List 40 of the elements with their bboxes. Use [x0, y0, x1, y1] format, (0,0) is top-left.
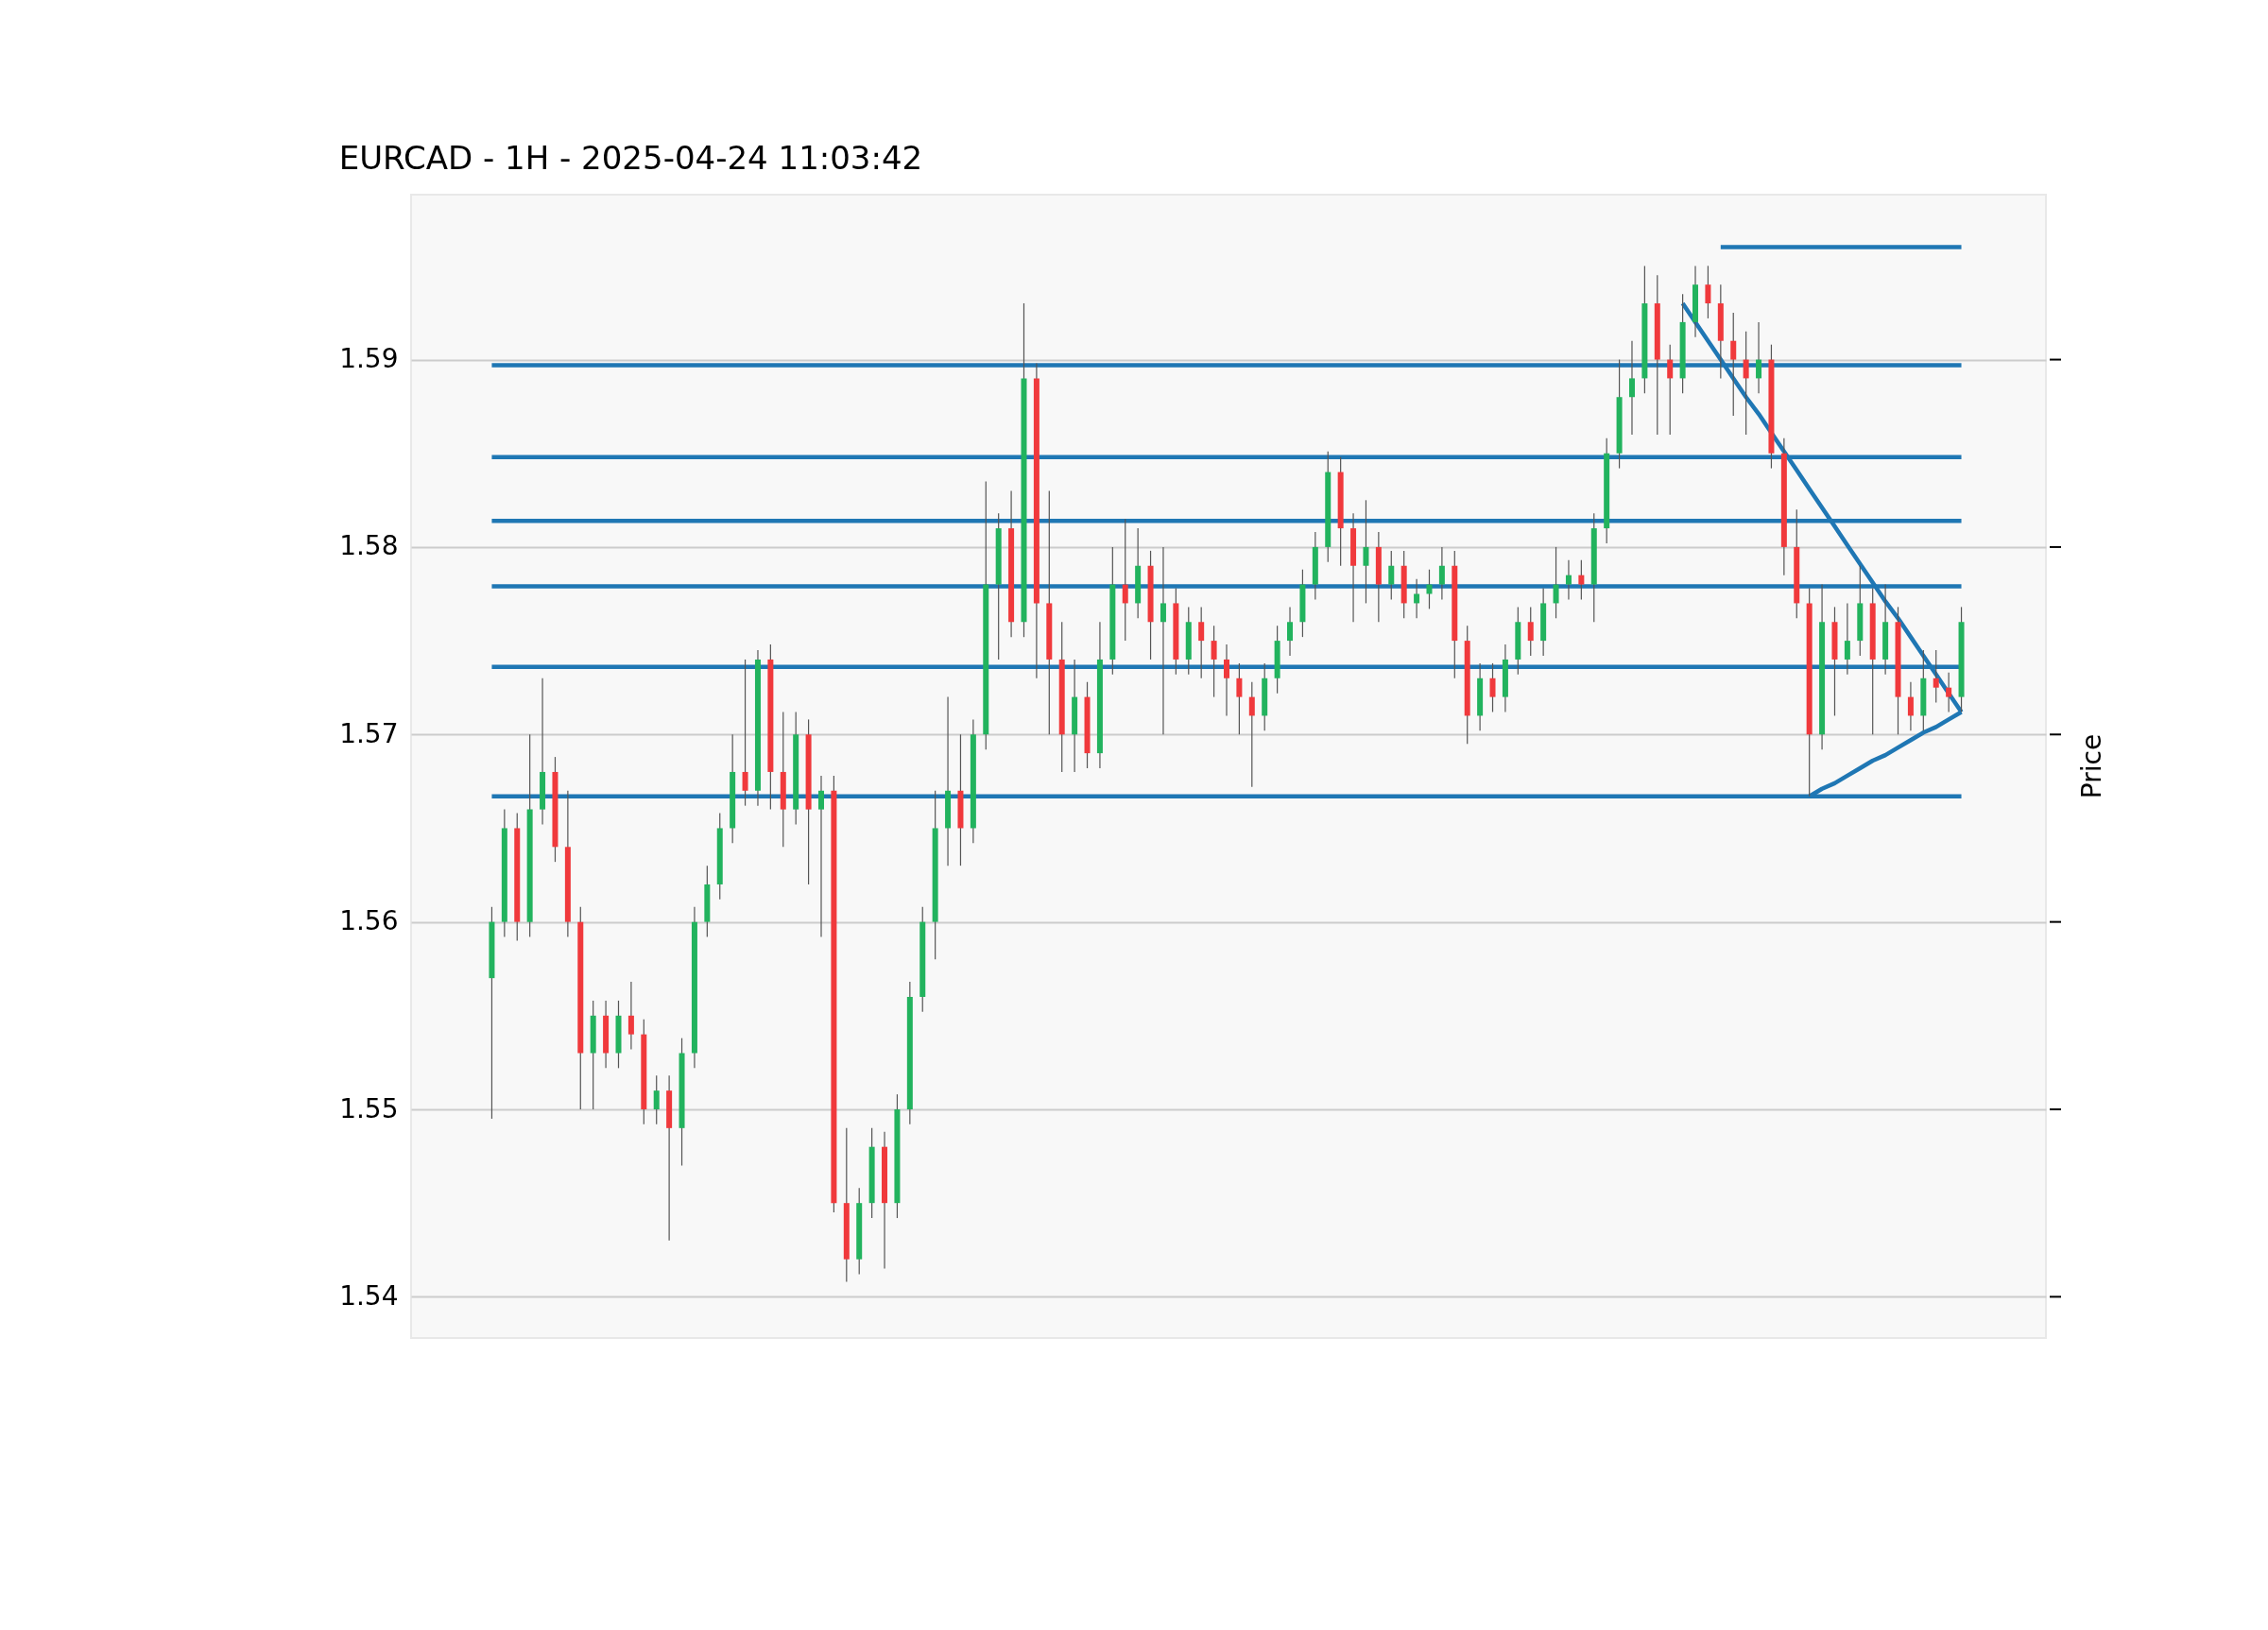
candlestick [1565, 559, 1572, 601]
candlestick [1667, 344, 1674, 436]
y-tick-label: 1.56 [339, 905, 399, 937]
candlestick [1933, 649, 1939, 704]
y-tick-label: 1.55 [339, 1092, 399, 1124]
candlestick [1553, 546, 1559, 619]
candlestick [1236, 662, 1243, 735]
candlestick [1730, 312, 1737, 417]
candlestick [1946, 672, 1952, 713]
candlestick [1756, 321, 1762, 394]
candlestick [1844, 602, 1850, 676]
candlestick [1287, 606, 1294, 657]
candlestick [742, 659, 748, 807]
chart-title: EURCAD - 1H - 2025-04-24 11:03:42 [338, 139, 923, 177]
candlestick [653, 1074, 660, 1125]
candlestick [1527, 606, 1534, 657]
candlestick [1705, 265, 1711, 319]
candlestick [1907, 681, 1914, 731]
y-tick-label: 1.57 [339, 717, 399, 749]
candlestick [1198, 606, 1205, 679]
y-tick-label: 1.58 [339, 530, 399, 562]
candlestick [1211, 625, 1217, 698]
candlestick [627, 981, 634, 1051]
candlestick [1628, 340, 1635, 436]
candlestick [1223, 643, 1229, 717]
y-tick-label: 1.59 [339, 343, 399, 375]
candlestick [1363, 499, 1369, 605]
y-tick-label: 1.54 [339, 1279, 399, 1312]
candlestick [1426, 569, 1433, 609]
candlestick [1122, 518, 1128, 642]
candlestick [1578, 559, 1585, 601]
candlestick [1743, 331, 1749, 436]
candlestick [1388, 550, 1395, 601]
candlestick [1160, 546, 1166, 735]
y-axis-title: Price [2076, 733, 2107, 799]
candlestick [1438, 546, 1445, 601]
candlestick [1489, 662, 1496, 713]
candlestick [817, 775, 824, 938]
candlestick [1248, 681, 1255, 788]
candlestick [1414, 578, 1420, 619]
